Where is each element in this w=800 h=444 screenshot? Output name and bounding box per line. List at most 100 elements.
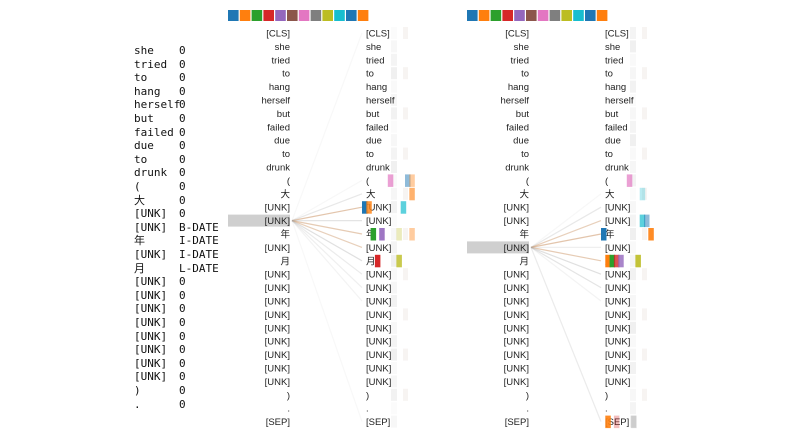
head-color-swatch bbox=[251, 10, 263, 21]
head-color-swatch bbox=[275, 10, 286, 21]
token-text: 大 bbox=[134, 193, 145, 207]
attention-cell bbox=[630, 415, 636, 428]
attention-left-token: [UNK] bbox=[265, 310, 290, 321]
attention-cell bbox=[391, 295, 397, 307]
attention-cell bbox=[403, 187, 408, 200]
token-text: due bbox=[134, 139, 154, 153]
attention-panel: [CLS] [CLS] she she tried tried to to hang hang he… bbox=[228, 10, 415, 428]
attention-cell bbox=[391, 402, 397, 415]
token-tag: 0 bbox=[179, 166, 186, 180]
attention-left-token: 年 bbox=[280, 229, 290, 241]
token-text: . bbox=[134, 397, 141, 411]
attention-left-token: failed bbox=[506, 122, 529, 133]
attention-left-token: [UNK] bbox=[265, 203, 290, 214]
attention-cell bbox=[403, 147, 408, 160]
head-color-swatch bbox=[478, 10, 490, 21]
attention-left-token: [UNK] bbox=[504, 297, 529, 308]
attention-cell bbox=[630, 362, 636, 374]
attention-right-token: she bbox=[366, 42, 381, 53]
token-text: [UNK] bbox=[134, 248, 168, 261]
attention-line bbox=[291, 220, 363, 302]
token-tag: 0 bbox=[179, 139, 186, 153]
attention-left-token: 大 bbox=[519, 188, 529, 200]
attention-left-token: drunk bbox=[266, 163, 290, 174]
token-text: drunk bbox=[134, 166, 168, 180]
attention-cell bbox=[391, 388, 397, 401]
attention-line bbox=[530, 246, 602, 302]
attention-line bbox=[530, 193, 602, 248]
attention-right-token: [UNK] bbox=[366, 216, 391, 227]
attention-left-token: drunk bbox=[505, 163, 529, 174]
attention-right-token: [CLS] bbox=[366, 29, 390, 40]
attention-line bbox=[530, 246, 602, 275]
token-tag: 0 bbox=[179, 125, 186, 139]
head-attention-cell bbox=[644, 214, 650, 228]
token-text: [UNK] bbox=[134, 329, 168, 343]
attention-cell bbox=[630, 228, 636, 240]
attention-cell bbox=[630, 281, 636, 294]
head-color-swatch bbox=[287, 10, 298, 21]
attention-right-token: [UNK] bbox=[605, 203, 630, 214]
attention-left-token: 月 bbox=[519, 256, 529, 267]
attention-cell bbox=[630, 107, 636, 120]
attention-cell bbox=[630, 161, 636, 173]
token-text: tried bbox=[134, 57, 168, 71]
attention-left-token: [UNK] bbox=[265, 323, 290, 334]
attention-cell bbox=[630, 214, 636, 227]
attention-right-token: [SEP] bbox=[605, 417, 629, 428]
attention-cell bbox=[403, 308, 408, 321]
attention-cell bbox=[642, 268, 647, 281]
head-color-swatch bbox=[585, 10, 596, 21]
attention-cell bbox=[391, 107, 397, 120]
head-attention-cell bbox=[635, 254, 641, 268]
attention-left-token: herself bbox=[261, 96, 290, 107]
selected-token-highlight bbox=[467, 241, 529, 254]
attention-left-token: [UNK] bbox=[504, 270, 529, 281]
head-attention-cell bbox=[618, 254, 624, 268]
attention-left-token: hang bbox=[508, 82, 529, 93]
token-text: but bbox=[134, 112, 154, 125]
token-tag: 0 bbox=[179, 193, 186, 207]
attention-left-token: tried bbox=[511, 55, 529, 66]
attention-cell bbox=[630, 402, 636, 415]
head-attention-cell bbox=[362, 201, 368, 214]
attention-cell bbox=[403, 388, 408, 401]
attention-line bbox=[291, 179, 363, 222]
token-tag: 0 bbox=[179, 275, 186, 289]
attention-cell bbox=[630, 67, 636, 80]
attention-cell bbox=[391, 80, 397, 93]
attention-cell bbox=[630, 187, 636, 200]
attention-cell bbox=[630, 254, 636, 267]
token-tag: B-DATE bbox=[179, 220, 219, 234]
head-attention-cell bbox=[374, 254, 381, 268]
token-text: 年 bbox=[134, 234, 145, 248]
attention-cell bbox=[391, 120, 397, 133]
token-tag: I-DATE bbox=[179, 234, 219, 248]
attention-cell bbox=[391, 134, 397, 147]
head-attention-cell bbox=[405, 174, 411, 187]
head-attention-cell bbox=[605, 415, 611, 429]
attention-right-token: due bbox=[605, 136, 621, 147]
attention-line bbox=[291, 206, 363, 222]
attention-cell bbox=[391, 241, 397, 254]
attention-left-token: ( bbox=[526, 176, 530, 187]
attention-left-token: [UNK] bbox=[504, 283, 529, 294]
head-color-swatch bbox=[346, 10, 357, 21]
token-tag: 0 bbox=[179, 112, 186, 125]
head-color-swatch bbox=[334, 10, 345, 21]
attention-line bbox=[291, 220, 363, 422]
attention-right-token: hang bbox=[366, 82, 387, 93]
head-attention-cell bbox=[396, 254, 402, 268]
attention-right-token: [UNK] bbox=[366, 203, 391, 214]
attention-cell bbox=[642, 228, 647, 240]
token-tag: 0 bbox=[179, 356, 186, 370]
attention-cell bbox=[391, 161, 397, 173]
head-attention-cell bbox=[409, 228, 415, 241]
head-color-swatch bbox=[561, 10, 572, 21]
attention-left-token: [UNK] bbox=[265, 243, 290, 254]
token-tag: 0 bbox=[179, 180, 186, 193]
attention-left-token: she bbox=[514, 42, 529, 53]
attention-right-token: [UNK] bbox=[366, 350, 391, 361]
attention-cell bbox=[630, 335, 636, 348]
token-tag: 0 bbox=[179, 302, 186, 316]
